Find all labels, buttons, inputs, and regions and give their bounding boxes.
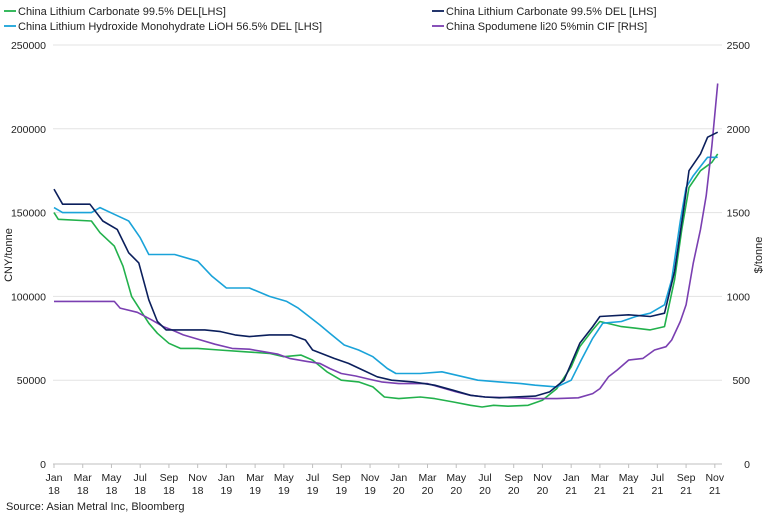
y-right-tick-label: 1000	[727, 291, 751, 303]
x-tick-year: 18	[163, 485, 175, 497]
x-tick-year: 19	[335, 485, 347, 497]
x-tick-month: Jul	[478, 472, 491, 484]
y-left-tick-label: 250000	[11, 40, 46, 52]
x-tick-year: 20	[422, 485, 434, 497]
axes: 0 50000 100000 150000 200000 250000 0 500 1000 15…	[3, 40, 765, 497]
x-tick-month: Jan	[218, 472, 235, 484]
x-tick-month: Jan	[563, 472, 580, 484]
y-left-tick-label: 100000	[11, 291, 46, 303]
y-left-tick-label: 50000	[17, 375, 46, 387]
x-tick-year: 21	[565, 485, 577, 497]
legend-label: China Lithium Hydroxide Monohydrate LiOH…	[18, 21, 322, 33]
y-right-tick-label: 1500	[727, 208, 751, 220]
y-left-tick-label: 150000	[11, 208, 46, 220]
x-tick-month: May	[274, 472, 295, 484]
y-left-axis-title: CNY/tonne	[3, 228, 15, 282]
x-tick-year: 21	[652, 485, 664, 497]
x-tick-month: Sep	[160, 472, 179, 484]
x-tick-month: Nov	[361, 472, 380, 484]
x-tick-month: Sep	[504, 472, 523, 484]
x-tick-year: 18	[134, 485, 146, 497]
series-lines	[53, 83, 719, 408]
y-right-tick-label: 0	[744, 459, 750, 471]
x-tick-year: 20	[537, 485, 549, 497]
x-tick-month: Mar	[591, 472, 610, 484]
x-tick-month: Jan	[390, 472, 407, 484]
x-tick-month: Jul	[651, 472, 664, 484]
x-tick-month: Nov	[705, 472, 724, 484]
x-tick-month: Nov	[188, 472, 207, 484]
x-tick-year: 21	[680, 485, 692, 497]
legend-label: China Lithium Carbonate 99.5% DEL [LHS]	[446, 6, 657, 18]
y-right-axis-title: $/tonne	[753, 237, 765, 274]
y-right-tick-label: 500	[732, 375, 750, 387]
x-tick-month: May	[446, 472, 467, 484]
x-tick-year: 21	[709, 485, 721, 497]
x-tick-year: 21	[594, 485, 606, 497]
y-left-tick-label: 200000	[11, 124, 46, 136]
gridlines	[53, 44, 722, 465]
series-line	[54, 83, 719, 400]
series-line	[53, 131, 719, 399]
x-tick-month: Nov	[533, 472, 552, 484]
y-right-tick-label: 2000	[727, 124, 751, 136]
source-note: Source: Asian Metral Inc, Bloomberg	[6, 501, 185, 513]
x-tick-month: May	[102, 472, 123, 484]
legend-label: China Lithium Carbonate 99.5% DEL[LHS]	[18, 6, 226, 18]
x-tick-year: 21	[623, 485, 635, 497]
x-tick-year: 18	[106, 485, 118, 497]
x-tick-year: 20	[508, 485, 520, 497]
series-line	[53, 153, 719, 408]
x-tick-year: 20	[450, 485, 462, 497]
x-tick-month: Jul	[306, 472, 319, 484]
x-tick-month: Jul	[133, 472, 146, 484]
x-tick-month: May	[619, 472, 640, 484]
x-tick-year: 19	[307, 485, 319, 497]
x-tick-month: Sep	[332, 472, 351, 484]
x-tick-month: Sep	[677, 472, 696, 484]
x-tick-year: 18	[192, 485, 204, 497]
x-tick-year: 19	[364, 485, 376, 497]
x-tick-year: 20	[393, 485, 405, 497]
x-tick-year: 19	[278, 485, 290, 497]
x-tick-month: Mar	[246, 472, 265, 484]
y-left-tick-label: 0	[40, 459, 46, 471]
x-tick-year: 20	[479, 485, 491, 497]
series-line	[53, 156, 718, 388]
legend: China Lithium Carbonate 99.5% DEL[LHS] Ch…	[4, 6, 657, 33]
legend-label: China Spodumene li20 5%min CIF [RHS]	[446, 21, 647, 33]
x-tick-month: Mar	[74, 472, 93, 484]
y-right-tick-label: 2500	[727, 40, 751, 52]
x-tick-year: 18	[77, 485, 89, 497]
x-tick-month: Mar	[418, 472, 437, 484]
x-tick-month: Jan	[46, 472, 63, 484]
x-tick-year: 19	[249, 485, 261, 497]
x-tick-year: 18	[48, 485, 60, 497]
x-tick-year: 19	[221, 485, 233, 497]
